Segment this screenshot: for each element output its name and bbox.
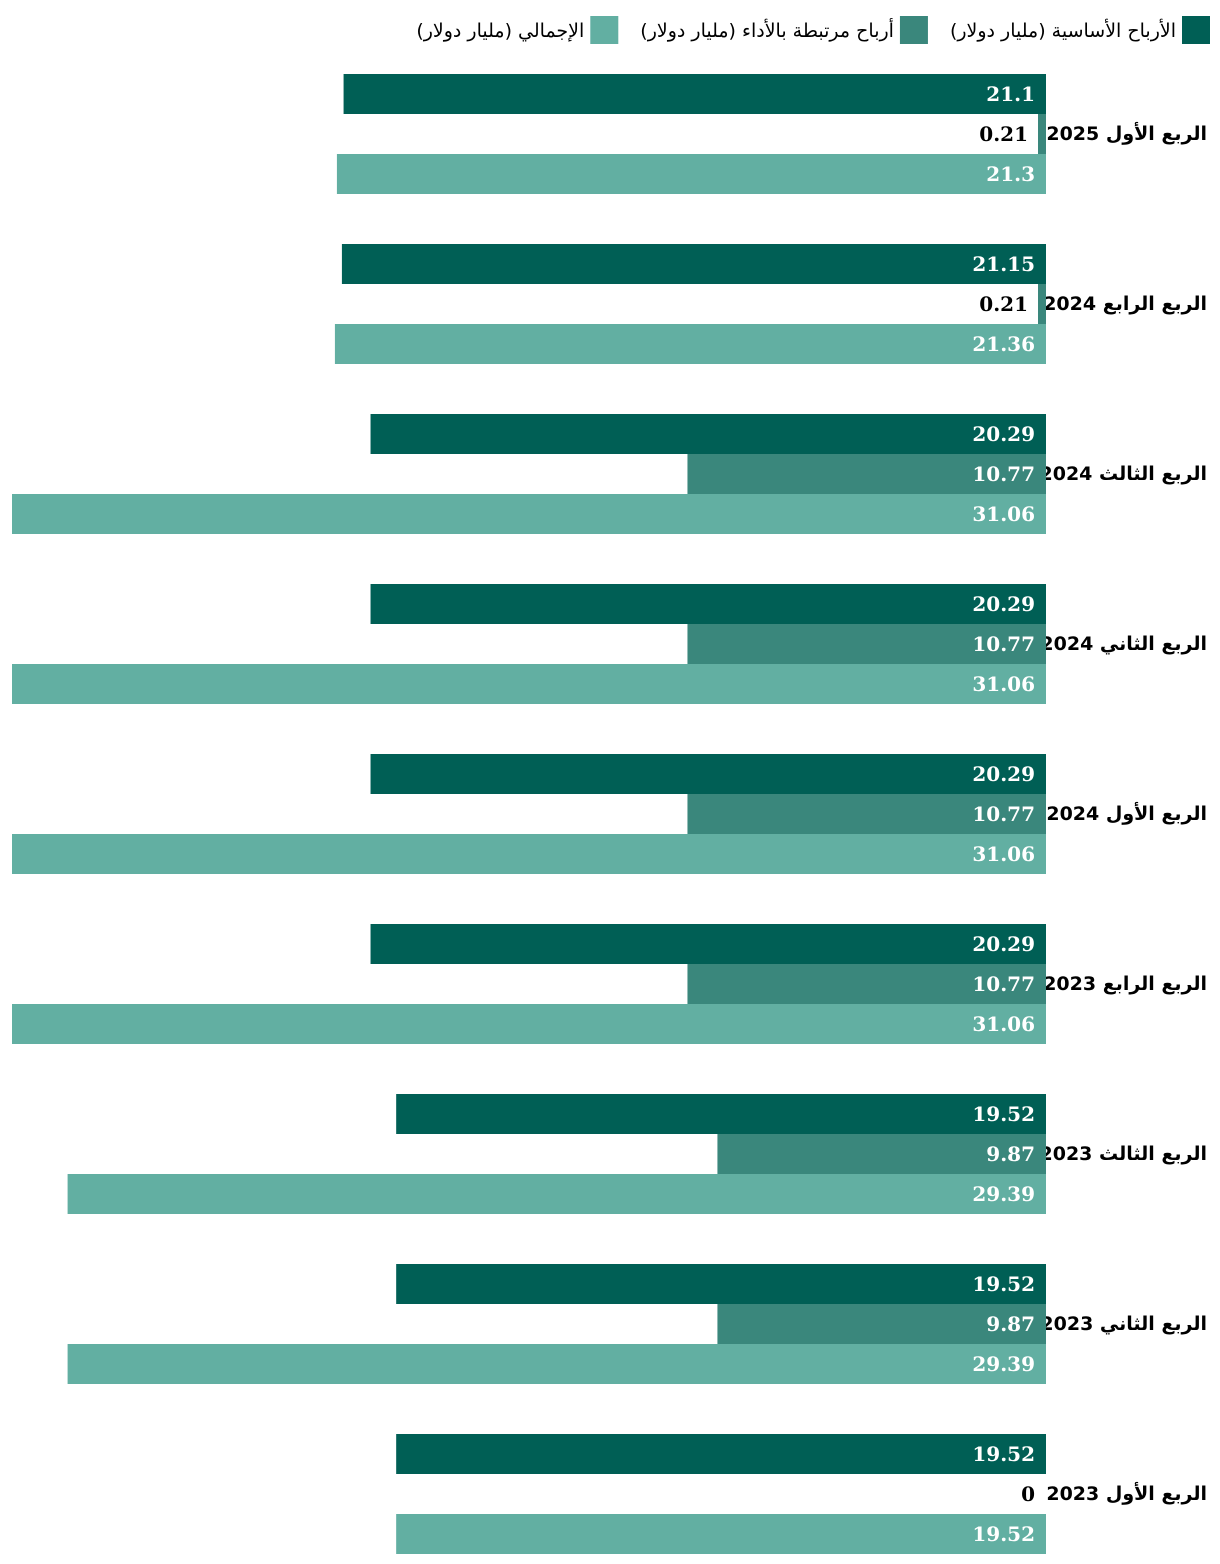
category-group: الربع الأول 2024 20.29 10.77 31.06	[12, 754, 1207, 874]
data-label: 29.39	[972, 1352, 1035, 1376]
legend-swatch-2	[590, 16, 619, 44]
bar	[12, 1004, 1046, 1044]
bar	[370, 584, 1046, 624]
legend-label-2: الإجمالي (مليار دولار)	[416, 20, 584, 42]
bar	[336, 154, 1046, 194]
data-label: 31.06	[972, 842, 1035, 866]
bar	[334, 324, 1046, 364]
plot-area: الربع الأول 2025 21.1 0.21 21.3 الربع الرابع…	[12, 74, 1207, 1554]
data-label: 31.06	[972, 672, 1035, 696]
bar	[717, 1134, 1046, 1174]
category-label: الربع الأول 2023	[1046, 1482, 1207, 1505]
bar	[12, 494, 1046, 534]
category-group: الربع الرابع 2024 21.15 0.21 21.36	[334, 244, 1207, 364]
category-label: الربع الرابع 2023	[1043, 973, 1207, 995]
data-label: 31.06	[972, 502, 1035, 526]
category-label: الربع الثالث 2024	[1040, 463, 1207, 485]
bar	[1038, 284, 1046, 324]
bar	[1038, 114, 1046, 154]
data-label: 21.1	[986, 82, 1035, 106]
category-label: الربع الثاني 2023	[1040, 1313, 1207, 1335]
bar	[370, 924, 1046, 964]
data-label: 29.39	[972, 1182, 1035, 1206]
data-label: 19.52	[972, 1102, 1035, 1126]
category-label: الربع الأول 2025	[1046, 122, 1207, 145]
data-label: 10.77	[972, 462, 1035, 486]
category-label: الربع الأول 2024	[1046, 802, 1207, 825]
bar	[343, 74, 1046, 114]
category-group: الربع الرابع 2023 20.29 10.77 31.06	[12, 924, 1207, 1044]
data-label: 0	[1021, 1482, 1035, 1506]
data-label: 9.87	[986, 1312, 1035, 1336]
data-label: 20.29	[972, 592, 1035, 616]
category-group: الربع الأول 2023 19.52 0 19.52	[396, 1434, 1207, 1554]
bar	[396, 1094, 1047, 1134]
data-label: 19.52	[972, 1442, 1035, 1466]
data-label: 20.29	[972, 422, 1035, 446]
data-label: 21.15	[972, 252, 1035, 276]
data-label: 31.06	[972, 1012, 1035, 1036]
data-label: 0.21	[979, 122, 1028, 146]
category-group: الربع الأول 2025 21.1 0.21 21.3	[336, 74, 1207, 194]
data-label: 10.77	[972, 972, 1035, 996]
bar	[12, 664, 1046, 704]
legend-swatch-0	[1182, 16, 1210, 44]
data-label: 20.29	[972, 762, 1035, 786]
bar	[67, 1344, 1047, 1384]
bar	[67, 1174, 1047, 1214]
data-label: 9.87	[986, 1142, 1035, 1166]
data-label: 21.36	[972, 332, 1035, 356]
bar	[370, 754, 1046, 794]
bar	[12, 834, 1046, 874]
bar	[396, 1264, 1047, 1304]
bar	[687, 624, 1046, 664]
data-label: 20.29	[972, 932, 1035, 956]
bar	[396, 1434, 1047, 1474]
legend-label-1: أرباح مرتبطة بالأداء (مليار دولار)	[640, 18, 894, 42]
category-label: الربع الرابع 2024	[1043, 293, 1207, 315]
bar	[370, 414, 1046, 454]
legend-label-0: الأرباح الأساسية (مليار دولار)	[950, 19, 1176, 42]
bar	[396, 1514, 1047, 1554]
category-label: الربع الثالث 2023	[1040, 1143, 1207, 1165]
data-label: 19.52	[972, 1522, 1035, 1546]
data-label: 0.21	[979, 292, 1028, 316]
category-label: الربع الثاني 2024	[1040, 633, 1207, 655]
data-label: 10.77	[972, 632, 1035, 656]
bar	[687, 794, 1046, 834]
bar	[687, 454, 1046, 494]
bar	[687, 964, 1046, 1004]
data-label: 10.77	[972, 802, 1035, 826]
data-label: 19.52	[972, 1272, 1035, 1296]
legend-swatch-1	[899, 16, 928, 44]
legend: الأرباح الأساسية (مليار دولار) أرباح مرتب…	[416, 16, 1210, 44]
data-label: 21.3	[986, 162, 1035, 186]
bar	[341, 244, 1046, 284]
bar	[717, 1304, 1046, 1344]
